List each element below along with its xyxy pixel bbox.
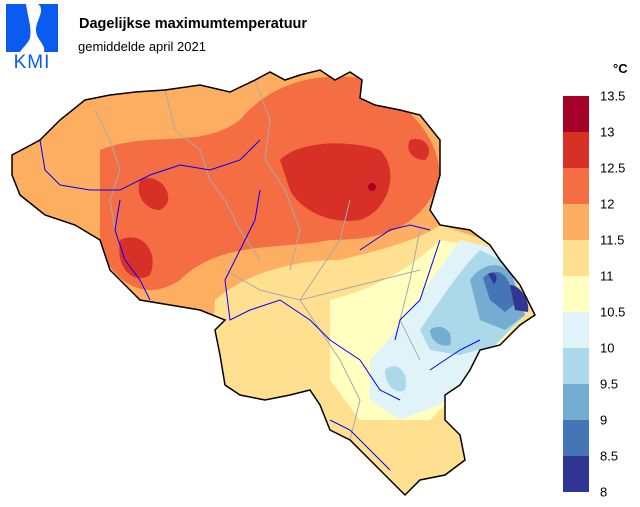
map-title: Dagelijkse maximumtemperatuur [79, 16, 308, 32]
legend-band [563, 456, 589, 492]
kmi-logo [6, 4, 58, 52]
zone-8.5-9 [483, 271, 520, 312]
legend-tick-label: 12 [600, 196, 615, 212]
legend-band [563, 132, 589, 168]
province-borders [94, 79, 421, 441]
legend-band [563, 348, 589, 384]
legend-band [563, 420, 589, 456]
zone-12-12.5 [100, 76, 440, 290]
rivers [39, 139, 481, 471]
map-subtitle: gemiddelde april 2021 [78, 39, 206, 54]
legend-tick-label: 9 [600, 412, 608, 428]
legend-band [563, 168, 589, 204]
legend-tick-label: 11.5 [600, 232, 625, 248]
legend-tick-label: 8 [600, 484, 608, 500]
legend-band [563, 276, 589, 312]
legend-tick-label: 10.5 [600, 304, 626, 320]
legend-band [563, 96, 589, 132]
legend-band [563, 240, 589, 276]
legend-band [563, 204, 589, 240]
zone-12.5-13 [119, 139, 430, 279]
legend-tick-label: 12.5 [600, 160, 626, 176]
zone-13-13.5 [368, 183, 376, 191]
legend-band [563, 312, 589, 348]
legend-tick-label: 10 [600, 340, 615, 356]
legend-tick-label: 13 [600, 124, 615, 140]
legend-unit: °C [613, 61, 628, 76]
legend-band [563, 384, 589, 420]
temperature-map [11, 69, 536, 496]
legend-tick-label: 11 [600, 268, 614, 284]
color-legend [563, 96, 589, 492]
logo-text: KMI [13, 52, 51, 73]
legend-tick-label: 9.5 [600, 376, 619, 392]
legend-tick-label: 8.5 [600, 448, 619, 464]
zone-8-8.5 [488, 272, 529, 312]
legend-tick-label: 13.5 [600, 88, 626, 104]
